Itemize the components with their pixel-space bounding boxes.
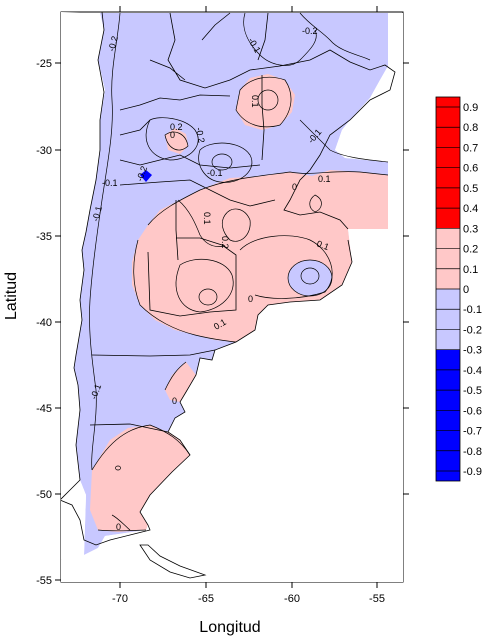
contour-label: 0 bbox=[172, 396, 177, 406]
contour-label: 0.1 bbox=[315, 238, 330, 252]
negative-pocket-central bbox=[188, 273, 216, 297]
legend-label: 0.5 bbox=[463, 183, 478, 195]
legend-label: 0.6 bbox=[463, 163, 478, 175]
positive-anomaly-region-center bbox=[132, 170, 388, 342]
y-tick-label: -30 bbox=[36, 145, 52, 157]
y-tick-label: -25 bbox=[36, 58, 52, 70]
color-legend: 0.9 0.8 0.7 0.6 0.5 0.4 0.3 0.2 0.1 0 -0.1 -0.2 -0.3… bbox=[435, 96, 482, 482]
legend-label: -0.6 bbox=[463, 405, 482, 417]
legend-swatch-strong-negative bbox=[436, 349, 460, 481]
contour-label: 0 bbox=[292, 182, 297, 192]
y-tick-label: -40 bbox=[36, 317, 52, 329]
legend-label: 0.4 bbox=[463, 203, 478, 215]
contour-label: -0.2 bbox=[194, 127, 207, 144]
tierra-del-fuego bbox=[139, 544, 207, 579]
legend-swatch-weak-negative bbox=[436, 289, 460, 350]
coastline bbox=[61, 12, 353, 546]
legend-label: -0.7 bbox=[463, 426, 482, 438]
contour-label: 0.2 bbox=[220, 236, 230, 249]
legend-label: -0.2 bbox=[463, 324, 482, 336]
contour-label: -0.1 bbox=[90, 205, 104, 223]
legend-label: -0.8 bbox=[463, 446, 482, 458]
contour-label: 0 bbox=[116, 522, 121, 532]
x-tick-label: -70 bbox=[112, 593, 128, 605]
legend-label: 0.2 bbox=[463, 244, 478, 256]
x-axis: -70 -65 -60 -55 Longitud bbox=[112, 6, 385, 636]
contour-label: 0.1 bbox=[202, 212, 212, 225]
country-borders bbox=[89, 12, 396, 433]
legend-label: 0 bbox=[463, 284, 469, 296]
contour-lines bbox=[89, 12, 389, 532]
y-tick-label: -50 bbox=[36, 489, 52, 501]
legend-label: -0.4 bbox=[463, 365, 482, 377]
masked-west bbox=[61, 12, 105, 560]
y-tick-label: -45 bbox=[36, 403, 52, 415]
x-tick-label: -65 bbox=[198, 593, 214, 605]
contour-label: -0.1 bbox=[207, 168, 223, 178]
legend-label: -0.5 bbox=[463, 385, 482, 397]
legend-swatch-strong-positive bbox=[436, 97, 460, 229]
legend-label: 0.9 bbox=[463, 102, 478, 114]
contour-label: 0.1 bbox=[250, 95, 260, 108]
contour-label: -0.2 bbox=[134, 165, 149, 183]
positive-anomaly-region-south bbox=[90, 425, 190, 532]
positive-anomaly-region-northwest bbox=[165, 128, 188, 154]
contour-label: -0.2 bbox=[106, 35, 120, 53]
masked-ocean-east bbox=[61, 229, 403, 582]
legend-label: -0.9 bbox=[463, 466, 482, 478]
contour-label: 0 bbox=[248, 294, 253, 304]
negative-pocket-east bbox=[288, 260, 332, 296]
positive-anomaly-region-patagonia bbox=[165, 362, 196, 402]
y-axis-title: Latitud bbox=[3, 272, 20, 320]
masked-ocean-northeast bbox=[335, 13, 403, 229]
x-tick-label: -60 bbox=[284, 593, 300, 605]
map-layer: -0.2 -0.2 -0.2 -0.1 -0.1 -0.1 -0.1 -0.1 … bbox=[61, 12, 403, 582]
legend-label: -0.1 bbox=[463, 304, 482, 316]
contour-label: -0.1 bbox=[102, 178, 118, 188]
y-tick-label: -35 bbox=[36, 231, 52, 243]
y-tick-label: -55 bbox=[36, 575, 52, 587]
contour-label: 0.1 bbox=[318, 174, 331, 184]
legend-label: 0.7 bbox=[463, 142, 478, 154]
legend-label: 0.3 bbox=[463, 223, 478, 235]
contour-label: -0.1 bbox=[88, 383, 103, 401]
legend-label: 0.8 bbox=[463, 122, 478, 134]
legend-swatch-weak-positive bbox=[436, 228, 460, 289]
contour-label: 0.2 bbox=[170, 122, 183, 132]
contour-label: 0 bbox=[170, 130, 175, 140]
positive-anomaly-region-northeast bbox=[236, 74, 295, 130]
legend-label: -0.3 bbox=[463, 345, 482, 357]
x-axis-title: Longitud bbox=[199, 619, 260, 636]
y-axis: -25 -30 -35 -40 -45 -50 -55 Latitud bbox=[3, 58, 409, 587]
strong-negative-spot bbox=[140, 170, 152, 182]
contour-label: -0.2 bbox=[302, 26, 318, 36]
legend-label: 0.1 bbox=[463, 264, 478, 276]
x-tick-label: -55 bbox=[369, 593, 385, 605]
